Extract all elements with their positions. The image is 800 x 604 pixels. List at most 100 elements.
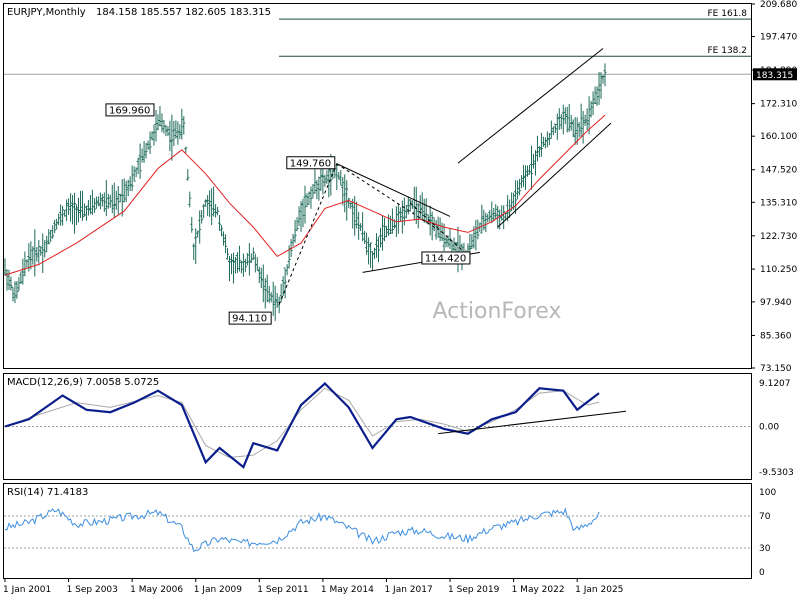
price-y-tick-5: 135.310 xyxy=(760,198,797,208)
x-tick-2: 1 May 2006 xyxy=(130,585,183,595)
macd-line xyxy=(4,381,600,469)
price-bar-271 xyxy=(541,136,545,147)
dashed-line-2 xyxy=(336,163,439,231)
price-bar-64 xyxy=(130,165,134,192)
price-bar-93 xyxy=(188,191,192,208)
price-bar-295 xyxy=(589,100,593,118)
price-y-tick-2: 97.940 xyxy=(760,298,792,308)
price-bar-82 xyxy=(166,125,170,136)
fe-level-label-0: FE 161.8 xyxy=(708,9,748,19)
price-bar-203 xyxy=(406,196,410,215)
price-bar-125 xyxy=(251,247,255,261)
price-bar-72 xyxy=(146,140,150,150)
price-bar-138 xyxy=(277,296,281,314)
price-bar-289 xyxy=(577,122,581,137)
price-bar-277 xyxy=(553,123,557,133)
price-bar-243 xyxy=(486,213,490,223)
price-bar-215 xyxy=(430,211,434,241)
price-bar-266 xyxy=(531,153,535,169)
price-bar-96 xyxy=(194,228,198,264)
price-bar-9 xyxy=(21,258,25,285)
price-bar-8 xyxy=(19,271,23,285)
price-bar-23 xyxy=(49,229,53,243)
price-bar-270 xyxy=(539,132,543,157)
price-bar-208 xyxy=(416,203,420,229)
price-bar-11 xyxy=(25,259,29,268)
price-bar-3 xyxy=(9,276,13,291)
price-y-tick-1: 85.360 xyxy=(760,331,792,341)
price-bar-37 xyxy=(77,197,81,223)
price-bar-259 xyxy=(518,178,522,196)
price-bar-55 xyxy=(112,182,116,218)
price-bar-294 xyxy=(587,96,591,135)
price-bar-30 xyxy=(63,209,67,217)
price-bar-127 xyxy=(255,257,259,271)
price-bar-19 xyxy=(41,233,45,274)
price-bar-92 xyxy=(186,169,190,181)
rsi-line xyxy=(4,507,600,553)
price-bar-16 xyxy=(35,247,39,262)
price-bar-77 xyxy=(156,114,160,131)
price-bar-278 xyxy=(555,113,559,141)
rsi-y-tick-0: 100 xyxy=(759,488,776,498)
rsi-y-tick-2: 30 xyxy=(759,544,771,554)
macd-y-tick-2: -9.5303 xyxy=(759,468,794,478)
price-bar-281 xyxy=(561,104,565,135)
price-bar-222 xyxy=(444,236,448,248)
price-bar-211 xyxy=(422,198,426,223)
price-bar-0 xyxy=(3,258,7,276)
price-bar-26 xyxy=(55,218,59,230)
price-bar-151 xyxy=(303,185,307,224)
price-bar-74 xyxy=(150,131,154,141)
price-bar-41 xyxy=(84,205,88,221)
price-y-tick-3: 110.250 xyxy=(760,265,797,275)
macd-signal-line xyxy=(4,387,600,459)
price-bar-283 xyxy=(565,106,569,133)
price-bar-32 xyxy=(67,198,71,215)
price-bar-170 xyxy=(341,177,345,206)
price-bar-36 xyxy=(75,204,79,225)
price-bar-167 xyxy=(335,162,339,190)
price-bar-157 xyxy=(315,179,319,200)
price-bar-75 xyxy=(152,124,156,146)
price-bar-136 xyxy=(273,285,277,321)
price-bar-262 xyxy=(524,165,528,190)
price-bar-52 xyxy=(106,193,110,209)
price-bar-78 xyxy=(158,105,162,127)
price-bar-129 xyxy=(259,267,263,289)
price-bar-113 xyxy=(228,256,232,282)
price-bar-141 xyxy=(283,267,287,299)
price-bar-282 xyxy=(563,107,567,125)
moving-average-line xyxy=(4,114,606,276)
price-bar-25 xyxy=(53,219,57,234)
price-bar-70 xyxy=(142,141,146,163)
price-bar-155 xyxy=(311,184,315,199)
x-tick-1: 1 Sep 2003 xyxy=(67,585,118,595)
watermark: ActionForex xyxy=(433,299,562,324)
price-bar-285 xyxy=(569,114,573,131)
price-bar-228 xyxy=(456,226,460,273)
price-bar-302 xyxy=(603,63,607,87)
price-bar-101 xyxy=(204,199,208,207)
x-tick-5: 1 May 2014 xyxy=(321,585,374,595)
current-price-box xyxy=(753,68,797,81)
price-bar-264 xyxy=(528,164,532,175)
price-bar-182 xyxy=(365,232,369,255)
price-bar-119 xyxy=(239,260,243,274)
price-bar-276 xyxy=(551,126,555,136)
price-bar-250 xyxy=(500,205,504,221)
x-tick-7: 1 Sep 2019 xyxy=(448,585,500,595)
price-bar-91 xyxy=(184,146,188,154)
price-bar-76 xyxy=(154,110,158,142)
price-bar-161 xyxy=(323,174,327,187)
price-bar-97 xyxy=(196,230,200,238)
price-bar-49 xyxy=(100,194,104,207)
price-bar-35 xyxy=(73,192,77,234)
price-bar-54 xyxy=(110,184,114,214)
price-bar-59 xyxy=(120,179,124,217)
price-bar-27 xyxy=(57,213,61,226)
price-bar-190 xyxy=(380,215,384,251)
price-bar-69 xyxy=(140,148,144,163)
annotation-label-2: 94.110 xyxy=(232,314,267,325)
